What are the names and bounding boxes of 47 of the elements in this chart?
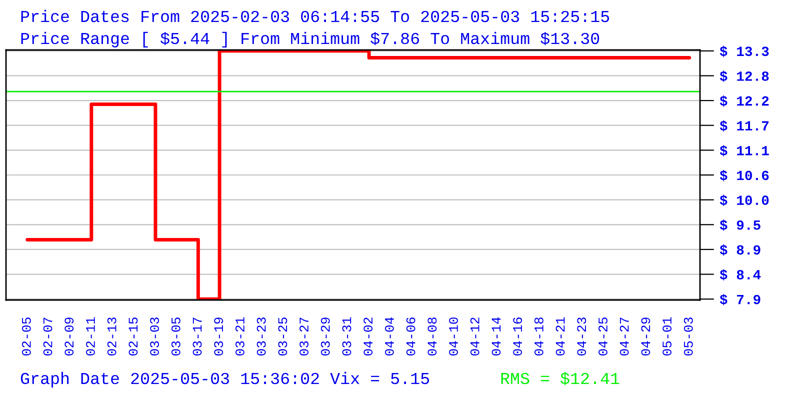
x-tick-label: 05-01 [662,317,672,356]
x-tick-label: 03-23 [256,318,266,356]
text: Graph Date 2025-05-03 15:36:02 Vix = 5.15 [20,372,430,388]
x-tick-label: 04-21 [556,317,565,356]
chart-subtitle: Price Range [ $5.44 ] From Minimum $7.86 To Maximum $13.30 [21,32,600,48]
x-tick-label: 04-29 [641,318,650,356]
x-tick-label: 03-21 [235,317,244,356]
x-tick-label: 03-25 [278,318,288,356]
x-tick-label: 04-18 [534,318,544,356]
x-tick-label: 04-25 [598,318,608,356]
x-tick-label: 04-10 [449,317,458,356]
y-tick-label: $ 8.9 [720,244,760,256]
y-tick-label: $ 9.5 [720,219,760,231]
x-tick-label: 04-04 [384,317,394,356]
y-tick-label: $ 7.9 [720,294,760,306]
x-tick-label: 04-23 [577,318,586,356]
x-tick-label: 03-17 [192,318,202,356]
x-tick-label: 03-19 [214,318,224,356]
y-tick-label: $ 11.1 [720,145,769,156]
x-tick-label: 02-09 [64,318,74,356]
y-tick-label: $ 11.7 [720,120,769,132]
x-tick-label: 04-08 [428,318,437,356]
x-tick-label: 02-07 [43,318,52,356]
x-tick-label: 03-03 [150,318,160,356]
x-tick-label: 04-27 [620,318,629,356]
y-tick-label: $ 12.2 [720,95,769,107]
x-tick-label: 04-14 [492,317,501,356]
x-tick-label: 03-29 [320,318,330,356]
y-tick-label: $ 8.4 [720,269,761,280]
y-tick-label: $ 12.8 [720,70,769,82]
x-tick-label: 02-15 [128,318,138,356]
y-tick-label: $ 13.3 [720,46,769,58]
ref-line-label: RMS = $12.41 [501,372,620,386]
x-tick-label: 03-31 [342,317,352,356]
x-tick-label: 02-11 [86,317,95,356]
x-tick-label: 04-16 [513,318,522,356]
x-tick-label: 03-05 [171,318,180,356]
y-tick-label: $ 10.0 [720,194,769,206]
x-tick-label: 02-13 [107,318,116,356]
x-tick-label: 04-02 [364,318,373,356]
chart-title: Price Dates From 2025-02-03 06:14:55 To 2025-05-03 15:25:15 [21,10,610,22]
y-tick-label: $ 10.6 [720,170,769,182]
x-tick-label: 02-05 [22,318,31,356]
x-tick-label: 04-06 [406,318,416,356]
x-tick-label: 05-03 [684,318,693,356]
x-tick-label: 03-27 [300,318,308,356]
x-tick-label: 04-12 [470,318,480,356]
